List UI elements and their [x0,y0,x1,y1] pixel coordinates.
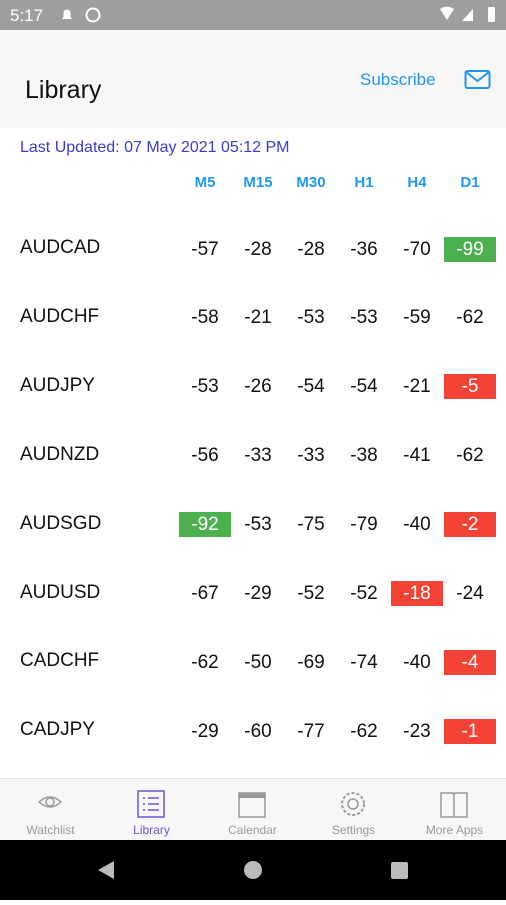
pair-label: AUDSGD [20,512,102,534]
value: -21 [244,307,272,329]
highlighted-value: -18 [391,581,443,606]
value: -56 [191,445,219,467]
value: -33 [297,445,325,467]
value: -41 [403,445,431,467]
value: -50 [244,651,272,673]
value: -59 [403,307,431,329]
value: -40 [403,651,431,673]
pair-label: AUDCHF [20,305,100,327]
system-nav [0,840,506,900]
mail-icon[interactable] [464,69,492,91]
pair-label: CADJPY [20,719,95,741]
value: -21 [403,376,431,398]
value: -60 [244,720,272,742]
nav-tab[interactable]: More Apps [404,779,505,841]
value: -53 [244,514,272,536]
nav-tab[interactable]: Calendar [202,779,303,841]
value: -79 [350,514,378,536]
value: -70 [403,238,431,260]
highlighted-value: -2 [444,512,496,538]
tab-label: Library [133,823,170,837]
value: -77 [297,720,325,742]
app-header: Library Subscribe [0,30,506,128]
column-header: M30 [296,174,326,191]
value: -62 [350,720,378,742]
tab-icon [440,792,468,818]
tab-label: More Apps [425,823,484,837]
value: -28 [244,238,272,260]
status-bar: 5:17 [0,0,506,30]
value: -54 [297,376,325,398]
pair-label: AUDUSD [20,581,101,603]
value: -62 [191,651,219,673]
value: -62 [456,307,484,329]
value: -69 [297,651,325,673]
bottom-nav: Watchlist Library Calendar Settings More App… [0,778,506,841]
status-icons [62,6,495,23]
highlighted-value: -4 [444,649,496,675]
highlighted-value: -99 [444,236,496,262]
tab-label: Settings [331,823,376,837]
value: -23 [403,720,431,742]
value: -26 [244,376,272,398]
value: -57 [191,238,219,260]
value: -67 [191,583,219,604]
nav-tab[interactable]: Library [101,779,202,841]
status-time: 5:17 [10,6,44,25]
tab-icon [341,792,365,816]
home-button[interactable] [244,861,262,879]
value: -58 [191,307,219,329]
value: -53 [297,307,325,329]
value: -53 [191,376,219,398]
value: -74 [350,651,378,673]
tab-label: Calendar [228,823,277,837]
pair-label: CADCHF [20,650,100,672]
value: -36 [350,238,378,260]
value: -28 [297,238,325,260]
nav-tab[interactable]: Watchlist [0,779,101,841]
subscribe-button[interactable]: Subscribe [360,70,436,89]
column-header: M15 [243,174,273,191]
tab-icon [238,792,266,818]
last-updated: Last Updated: 07 May 2021 05:12 PM [20,139,290,156]
page-title: Library [25,76,102,104]
highlighted-value: -1 [444,718,496,744]
value: -38 [350,445,378,467]
value: -75 [297,514,325,536]
value: -24 [456,583,484,604]
pair-label: AUDJPY [20,374,95,396]
tab-icon [137,790,165,818]
nav-tab[interactable]: Settings [303,779,404,841]
pair-label: AUDCAD [20,237,101,258]
highlighted-value: -92 [179,512,231,538]
value: -54 [350,376,378,398]
system-buttons [98,861,408,879]
value: -29 [244,583,272,604]
value: -52 [350,583,378,604]
value: -52 [297,583,325,604]
value: -62 [456,445,484,467]
recents-button[interactable] [391,862,408,879]
tab-icon [37,796,63,808]
value: -40 [403,514,431,536]
tab-label: Watchlist [26,823,75,837]
column-header: H4 [407,174,427,191]
value: -29 [191,720,219,742]
pair-label: AUDNZD [20,443,100,465]
highlighted-value: -5 [444,374,496,400]
value: -33 [244,445,272,467]
column-header: H1 [354,174,374,191]
column-header: M5 [194,174,216,191]
value: -53 [350,307,378,329]
column-header: D1 [460,174,480,191]
back-button[interactable] [98,861,114,879]
